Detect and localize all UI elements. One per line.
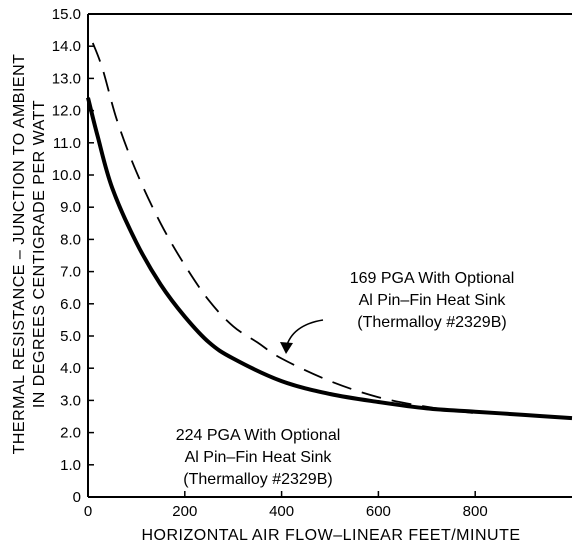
series-169-pga-dashed-line [91, 42, 476, 415]
y-tick-label: 2.0 [60, 425, 81, 442]
x-tick-label: 200 [172, 503, 197, 520]
y-tick-label: 15.0 [52, 6, 81, 23]
x-tick-label: 800 [463, 503, 488, 520]
x-tick-label: 600 [366, 503, 391, 520]
y-tick-label: 0 [73, 489, 81, 506]
x-tick-label: 400 [269, 503, 294, 520]
annotation-224-line-3: (Thermalloy #2329B) [183, 471, 332, 488]
y-tick-label: 5.0 [60, 328, 81, 345]
annotation-224-line-2: Al Pin–Fin Heat Sink [185, 449, 333, 466]
annotation-arrowhead [280, 342, 293, 354]
plot-frame [87, 13, 572, 498]
y-axis: 0 1.0 2.0 3.0 4.0 5.0 6.0 7.0 8.0 9.0 10.0 11.0 12.0… [52, 6, 94, 506]
y-tick-label: 8.0 [60, 231, 81, 248]
y-tick-label: 3.0 [60, 392, 81, 409]
series-224-pga-solid-line [86, 97, 573, 421]
annotation-169-line-2: Al Pin–Fin Heat Sink [359, 292, 507, 309]
annotation-169-pga: 169 PGA With Optional Al Pin–Fin Heat Si… [280, 270, 514, 354]
y-tick-label: 14.0 [52, 38, 81, 55]
y-axis-title-line-2: IN DEGREES CENTIGRADE PER WATT [31, 100, 48, 408]
y-tick-label: 12.0 [52, 103, 81, 120]
annotation-169-line-1: 169 PGA With Optional [350, 270, 515, 287]
x-axis-title: HORIZONTAL AIR FLOW–LINEAR FEET/MINUTE [141, 527, 520, 544]
x-axis: 0 200 400 600 800 [84, 491, 488, 520]
y-axis-title-line-1: THERMAL RESISTANCE – JUNCTION TO AMBIENT [11, 54, 28, 455]
y-tick-label: 10.0 [52, 167, 81, 184]
annotation-224-line-1: 224 PGA With Optional [176, 427, 341, 444]
annotation-224-pga: 224 PGA With Optional Al Pin–Fin Heat Si… [176, 427, 341, 488]
x-tick-label: 0 [84, 503, 92, 520]
annotation-169-line-3: (Thermalloy #2329B) [357, 314, 506, 331]
y-tick-label: 7.0 [60, 264, 81, 281]
series-layer [86, 42, 573, 421]
y-tick-label: 9.0 [60, 199, 81, 216]
y-tick-label: 11.0 [53, 135, 81, 152]
y-tick-label: 4.0 [60, 360, 81, 377]
y-tick-label: 6.0 [60, 296, 81, 313]
y-tick-label: 13.0 [52, 70, 81, 87]
y-tick-label: 1.0 [60, 457, 81, 474]
